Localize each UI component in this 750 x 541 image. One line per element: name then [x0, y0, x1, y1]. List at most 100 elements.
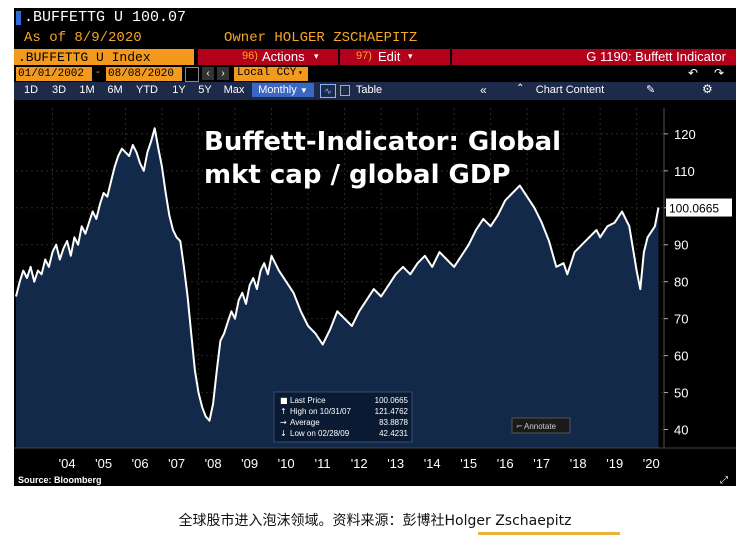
x-tick-label: '11 — [315, 456, 331, 471]
y-tick-label: 120 — [674, 127, 696, 142]
x-tick-label: '08 — [205, 456, 222, 471]
actions-prefix: 96) — [242, 50, 258, 62]
x-tick-label: '12 — [351, 456, 368, 471]
toolbar: 1D 3D 1M 6M YTD 1Y 5Y Max Monthly ▼ ∿ Ta… — [14, 82, 736, 100]
legend-label: High on 10/31/07 — [290, 407, 351, 416]
y-tick-label: 70 — [674, 312, 688, 327]
bloomberg-corner-icon: ⤢ — [720, 475, 728, 486]
y-tick-label: 50 — [674, 386, 688, 401]
as-of-bar: As of 8/9/2020 Owner HOLGER ZSCHAEPITZ — [14, 28, 736, 48]
annotate-button — [511, 417, 571, 434]
legend-value: 83.8878 — [379, 418, 408, 427]
legend-label: Average — [290, 418, 320, 427]
chart-canvas: 405060708090100110120'04'05'06'07'08'09'… — [14, 108, 736, 486]
range-5y-button[interactable]: 5Y — [198, 84, 212, 96]
edit-pencil-icon[interactable]: ✎ — [646, 84, 656, 96]
prev-period-icon[interactable]: ‹ — [202, 67, 214, 80]
edit-label: Edit — [378, 49, 401, 64]
function-title: G 1190: Buffett Indicator — [586, 49, 726, 64]
range-1m-button[interactable]: 1M — [79, 84, 95, 96]
frequency-dropdown-icon: ▼ — [299, 86, 308, 95]
function-title-bar: G 1190: Buffett Indicator — [452, 49, 736, 65]
table-button[interactable]: Table — [355, 84, 383, 96]
range-3d-button[interactable]: 3D — [51, 84, 67, 96]
x-tick-label: '04 — [59, 456, 76, 471]
x-tick-label: '05 — [95, 456, 112, 471]
x-tick-label: '17 — [533, 456, 550, 471]
currency-dropdown-icon: ▾ — [298, 69, 303, 78]
function-bar: .BUFFETTG U Index 96) Actions ▾ 97) Edit… — [14, 48, 736, 66]
date-separator: - — [96, 66, 100, 78]
legend-marker: ■ — [280, 396, 288, 405]
table-icon[interactable] — [340, 85, 350, 96]
start-date-input[interactable]: 01/01/2002 — [16, 67, 92, 81]
legend-marker: ↑ — [280, 407, 287, 416]
date-range-bar: 01/01/2002 - 08/08/2020 ‹ › Local CCY ▾ … — [14, 66, 736, 82]
x-tick-label: '15 — [460, 456, 477, 471]
currency-label: Local CCY — [237, 67, 297, 79]
edit-prefix: 97) — [356, 50, 372, 62]
legend-marker: → — [280, 418, 287, 427]
y-tick-label: 110 — [674, 164, 695, 179]
figure-caption: 全球股市进入泡沫领域。资料来源：彭博社Holger Zschaepitz — [178, 513, 572, 529]
x-tick-label: '09 — [241, 456, 258, 471]
next-period-icon[interactable]: › — [217, 67, 229, 80]
edit-dropdown-icon: ▾ — [408, 51, 413, 61]
line-chart-icon[interactable]: ∿ — [320, 84, 336, 98]
owner-label: Owner HOLGER ZSCHAEPITZ — [224, 30, 418, 46]
ticker-bar: .BUFFETTG U 100.07 — [14, 8, 736, 28]
x-tick-label: '19 — [606, 456, 623, 471]
ticker-value: 100.07 — [132, 9, 187, 26]
ticker-name[interactable]: .BUFFETTG U — [24, 9, 124, 26]
bloomberg-terminal: .BUFFETTG U 100.07 As of 8/9/2020 Owner … — [14, 8, 736, 486]
x-tick-label: '10 — [278, 456, 295, 471]
legend-value: 121.4762 — [375, 407, 409, 416]
actions-dropdown-icon: ▾ — [314, 51, 319, 61]
annotate-icon: ⌐ — [516, 422, 523, 431]
gear-icon[interactable]: ⚙ — [702, 82, 713, 96]
collapse-icon[interactable]: « — [480, 83, 487, 97]
series-area — [16, 128, 659, 449]
legend-value: 100.0665 — [375, 396, 409, 405]
x-tick-label: '18 — [570, 456, 587, 471]
last-value-label: 100.0665 — [669, 202, 719, 216]
calendar-icon[interactable] — [185, 67, 199, 82]
source-label: Source: Bloomberg — [18, 475, 102, 485]
x-tick-label: '07 — [168, 456, 185, 471]
last-value-tag — [666, 198, 732, 217]
chart-content-button[interactable]: Chart Content — [535, 84, 605, 96]
annotate-label: Annotate — [524, 422, 557, 431]
redo-icon[interactable]: ↷ — [714, 66, 725, 80]
actions-menu[interactable]: 96) Actions ▾ — [198, 49, 338, 65]
chart-content-icon: ⌃ — [516, 83, 525, 94]
frequency-select[interactable]: Monthly ▼ — [252, 83, 314, 97]
index-name: .BUFFETTG U Index — [18, 50, 151, 65]
ticker-marker — [16, 11, 21, 25]
y-tick-label: 90 — [674, 238, 688, 253]
as-of-date: As of 8/9/2020 — [24, 30, 142, 46]
x-tick-label: '16 — [497, 456, 514, 471]
undo-icon[interactable]: ↶ — [688, 66, 699, 80]
x-tick-label: '06 — [132, 456, 149, 471]
chart-area: 405060708090100110120'04'05'06'07'08'09'… — [14, 100, 736, 486]
legend-box — [273, 391, 413, 443]
range-6m-button[interactable]: 6M — [107, 84, 123, 96]
currency-select[interactable]: Local CCY ▾ — [234, 67, 308, 81]
x-tick-label: '20 — [643, 456, 660, 471]
range-1d-button[interactable]: 1D — [23, 84, 39, 96]
frequency-label: Monthly — [258, 84, 297, 96]
range-ytd-button[interactable]: YTD — [136, 84, 158, 96]
y-tick-label: 60 — [674, 349, 688, 364]
legend-label: Low on 02/28/09 — [290, 429, 350, 438]
x-tick-label: '14 — [424, 456, 441, 471]
index-name-field[interactable]: .BUFFETTG U Index — [14, 49, 194, 65]
y-tick-label: 40 — [674, 423, 688, 438]
edit-menu[interactable]: 97) Edit ▾ — [340, 49, 450, 65]
caption-underline — [478, 532, 620, 535]
x-tick-label: '13 — [387, 456, 404, 471]
range-1y-button[interactable]: 1Y — [172, 84, 186, 96]
end-date-input[interactable]: 08/08/2020 — [106, 67, 182, 81]
range-max-button[interactable]: Max — [223, 84, 245, 96]
legend-label: Last Price — [290, 396, 326, 405]
y-tick-label: 80 — [674, 275, 688, 290]
